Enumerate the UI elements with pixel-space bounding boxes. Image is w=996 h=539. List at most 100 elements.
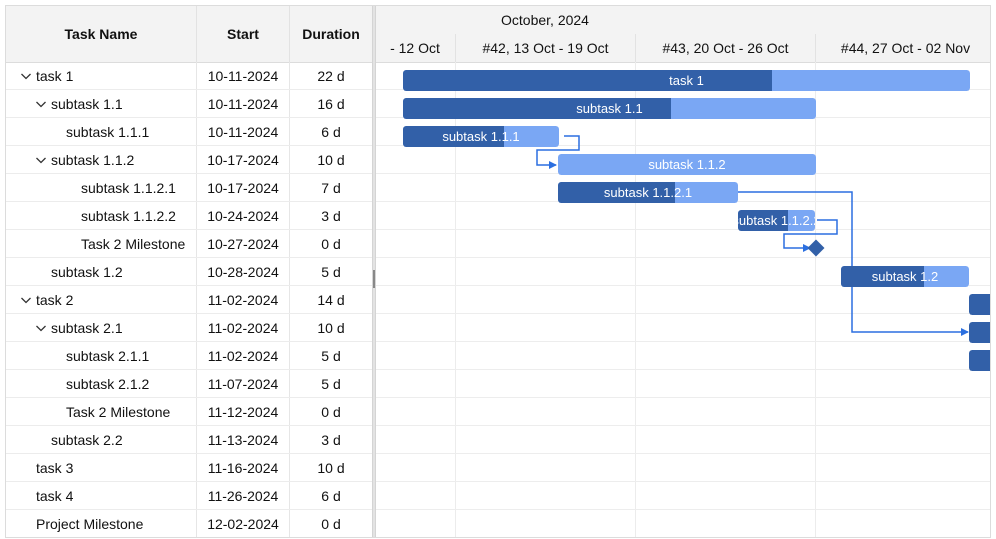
timeline-week-label: #42, 13 Oct - 19 Oct xyxy=(455,34,635,62)
task-bar-progress xyxy=(841,266,925,287)
task-name-label: subtask 1.1.2.1 xyxy=(81,179,176,196)
task-name-cell: Task 2 Milestone xyxy=(6,230,197,257)
table-row[interactable]: subtask 1.1 10-11-2024 16 d xyxy=(6,90,372,118)
table-row[interactable]: Project Milestone 12-02-2024 0 d xyxy=(6,510,372,537)
table-row[interactable]: task 3 11-16-2024 10 d xyxy=(6,454,372,482)
task-duration-cell: 0 d xyxy=(321,235,341,252)
task-bar[interactable] xyxy=(969,294,990,315)
task-duration-cell: 6 d xyxy=(321,487,341,504)
dependency-arrow xyxy=(783,219,838,252)
table-row[interactable]: task 2 11-02-2024 14 d xyxy=(6,286,372,314)
timeline-week-label: - 12 Oct xyxy=(390,40,440,56)
task-start-cell: 11-16-2024 xyxy=(197,454,290,481)
table-row[interactable]: subtask 2.1.2 11-07-2024 5 d xyxy=(6,370,372,398)
task-name-label: Project Milestone xyxy=(36,515,144,532)
task-bar[interactable]: subtask 1.1 xyxy=(403,98,816,119)
task-duration-cell: 10 d xyxy=(317,319,345,336)
task-bar[interactable]: subtask 1.1.2.2 xyxy=(738,210,815,231)
task-bar[interactable]: subtask 1.2 xyxy=(841,266,969,287)
grid-header: Task Name Start Duration xyxy=(6,6,372,63)
gridline xyxy=(376,313,990,314)
grid-chart-splitter[interactable] xyxy=(372,6,376,537)
task-duration-cell: 5 d xyxy=(321,375,341,392)
gridline xyxy=(376,341,990,342)
chevron-down-icon[interactable] xyxy=(20,294,32,306)
task-bar[interactable]: subtask 1.1.2.1 xyxy=(558,182,738,203)
column-header-task-name[interactable]: Task Name xyxy=(6,6,197,62)
task-bar[interactable]: task 1 xyxy=(403,70,970,91)
timeline-chart: October, 2024 - 12 Oct #42, 13 Oct - 19 … xyxy=(376,6,990,537)
table-row[interactable]: Task 2 Milestone 10-27-2024 0 d xyxy=(6,230,372,258)
table-row[interactable]: subtask 2.1 11-02-2024 10 d xyxy=(6,314,372,342)
column-header-start[interactable]: Start xyxy=(197,6,290,62)
task-start-cell: 11-02-2024 xyxy=(197,342,290,369)
task-name-cell: subtask 1.1.2.1 xyxy=(6,174,197,201)
task-name-cell: subtask 1.1.2.2 xyxy=(6,202,197,229)
splitter-grip-icon[interactable] xyxy=(373,270,375,288)
task-name-cell: Task 2 Milestone xyxy=(6,398,197,425)
chart-body: task 1 subtask 1.1 subtask 1.1.1 subtask… xyxy=(376,62,990,537)
task-duration-cell: 10 d xyxy=(317,459,345,476)
task-name-label: subtask 1.1 xyxy=(51,95,123,112)
gridline xyxy=(376,369,990,370)
task-name-label: subtask 1.2 xyxy=(51,263,123,280)
task-duration-cell: 5 d xyxy=(321,263,341,280)
task-duration-cell: 5 d xyxy=(321,347,341,364)
task-bar-label: subtask 1.1.2.1 xyxy=(603,185,693,200)
chevron-down-icon[interactable] xyxy=(35,154,47,166)
task-start-cell: 10-11-2024 xyxy=(197,90,290,117)
task-name-cell: subtask 2.1.2 xyxy=(6,370,197,397)
grid-rows: task 1 10-11-2024 22 d subtask 1.1 10-11-202… xyxy=(6,62,372,537)
chevron-down-icon[interactable] xyxy=(35,322,47,334)
task-bar-label: subtask 1.1 xyxy=(576,101,643,116)
gridline xyxy=(376,453,990,454)
task-bar-progress xyxy=(558,182,675,203)
gridline xyxy=(815,62,816,537)
task-duration-cell: 14 d xyxy=(317,291,345,308)
task-bar-progress xyxy=(403,98,672,119)
task-name-cell: task 2 xyxy=(6,286,197,313)
task-name-label: task 3 xyxy=(36,459,74,476)
table-row[interactable]: subtask 1.1.2.2 10-24-2024 3 d xyxy=(6,202,372,230)
table-row[interactable]: task 1 10-11-2024 22 d xyxy=(6,62,372,90)
task-bar[interactable]: subtask 1.1.2 xyxy=(558,154,816,175)
task-bar-progress xyxy=(403,126,505,147)
task-start-cell: 11-02-2024 xyxy=(197,286,290,313)
task-duration-cell: 0 d xyxy=(321,515,341,532)
chevron-down-icon[interactable] xyxy=(20,70,32,82)
task-name-cell: subtask 2.1 xyxy=(6,314,197,341)
table-row[interactable]: subtask 2.1.1 11-02-2024 5 d xyxy=(6,342,372,370)
task-name-cell: subtask 1.1 xyxy=(6,90,197,117)
dependency-arrow xyxy=(738,191,969,336)
task-bar-progress xyxy=(738,210,789,231)
table-row[interactable]: Task 2 Milestone 11-12-2024 0 d xyxy=(6,398,372,426)
task-start-cell: 10-24-2024 xyxy=(197,202,290,229)
task-bar[interactable] xyxy=(969,350,990,371)
table-row[interactable]: subtask 1.1.2.1 10-17-2024 7 d xyxy=(6,174,372,202)
task-name-label: task 4 xyxy=(36,487,74,504)
table-row[interactable]: subtask 2.2 11-13-2024 3 d xyxy=(6,426,372,454)
task-start-cell: 10-27-2024 xyxy=(197,230,290,257)
table-row[interactable]: subtask 1.1.1 10-11-2024 6 d xyxy=(6,118,372,146)
task-name-cell: subtask 2.2 xyxy=(6,426,197,453)
gridline xyxy=(376,397,990,398)
task-start-cell: 10-28-2024 xyxy=(197,258,290,285)
chevron-down-icon[interactable] xyxy=(35,98,47,110)
task-bar-progress xyxy=(403,70,772,91)
dependency-arrow xyxy=(536,135,580,169)
task-bar[interactable]: subtask 1.1.1 xyxy=(403,126,559,147)
task-start-cell: 11-12-2024 xyxy=(197,398,290,425)
table-row[interactable]: subtask 1.1.2 10-17-2024 10 d xyxy=(6,146,372,174)
gridline xyxy=(455,62,456,537)
column-header-duration[interactable]: Duration xyxy=(302,26,360,42)
task-name-cell: subtask 2.1.1 xyxy=(6,342,197,369)
task-duration-cell: 6 d xyxy=(321,123,341,140)
task-name-label: Task 2 Milestone xyxy=(66,403,171,420)
task-name-cell: Project Milestone xyxy=(6,510,197,537)
table-row[interactable]: subtask 1.2 10-28-2024 5 d xyxy=(6,258,372,286)
task-name-label: Task 2 Milestone xyxy=(81,235,186,252)
task-name-cell: subtask 1.2 xyxy=(6,258,197,285)
table-row[interactable]: task 4 11-26-2024 6 d xyxy=(6,482,372,510)
task-bar[interactable] xyxy=(969,322,990,343)
gantt-chart: Task Name Start Duration task 1 10-11-202… xyxy=(5,5,991,538)
